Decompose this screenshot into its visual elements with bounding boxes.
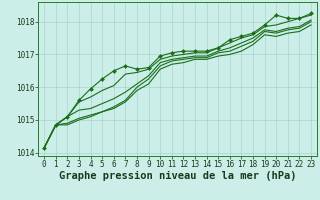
- X-axis label: Graphe pression niveau de la mer (hPa): Graphe pression niveau de la mer (hPa): [59, 171, 296, 181]
